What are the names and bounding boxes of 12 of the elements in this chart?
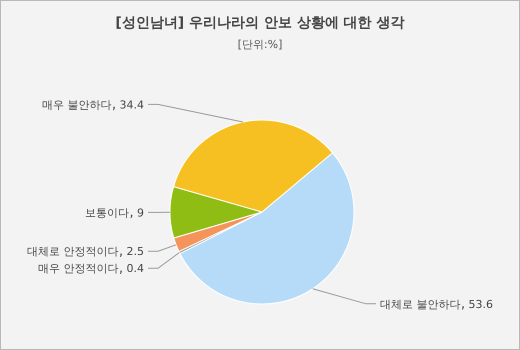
slice-label: 대체로 안정적이다 [27, 245, 118, 258]
slice-label: 매우 안정적이다 [38, 262, 118, 276]
data-label: 9 [137, 206, 144, 220]
slice-label: 매우 불안하다 [42, 98, 112, 112]
slice-label: 대체로 불안하다 [380, 298, 460, 311]
data-label: 53.6 [468, 298, 493, 311]
slice-label: 보통이다 [85, 206, 129, 220]
data-label: 34.4 [120, 98, 144, 112]
data-label: 0.4 [126, 262, 144, 276]
chart-title: [성인남녀] 우리나라의 안보 상황에 대한 생각 [115, 15, 405, 31]
data-label: 2.5 [126, 245, 144, 258]
chart-subtitle: [단위:%] [238, 38, 282, 51]
